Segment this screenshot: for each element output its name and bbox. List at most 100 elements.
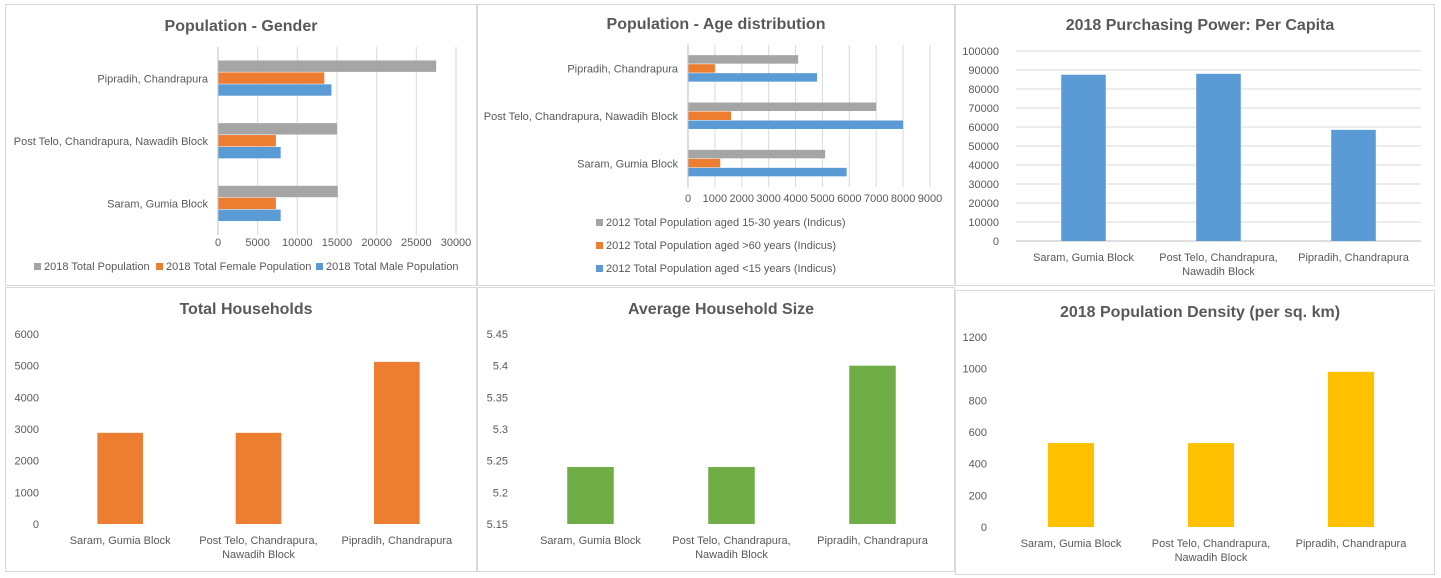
- x-category-label: Nawadih Block: [695, 549, 768, 561]
- chart-panel-age: Population - Age distribution 0 1000 2000 30…: [477, 4, 955, 286]
- bar-gender: [218, 185, 338, 198]
- bar-age: [688, 73, 818, 82]
- chart-panel-purchasing: 2018 Purchasing Power: Per Capita 0 10000 2…: [955, 4, 1435, 286]
- y-tick-label: 5.15: [487, 519, 508, 531]
- y-tick-label: 5.3: [493, 424, 508, 436]
- chart-title: Population - Gender: [165, 18, 318, 35]
- x-category-label: Post Telo, Chandrapura,: [672, 535, 790, 547]
- x-category-label: Post Telo, Chandrapura,: [199, 535, 317, 547]
- x-tick-label: 10000: [282, 237, 313, 249]
- bar-gender: [218, 146, 281, 159]
- y-tick-label: 90000: [968, 65, 999, 77]
- x-tick-label: 5000: [810, 193, 834, 205]
- legend-label: 2018 Total Population: [44, 261, 150, 273]
- bar-age: [688, 120, 904, 129]
- bar-density: [1047, 443, 1095, 527]
- legend-swatch: [156, 263, 163, 270]
- y-tick-label: 50000: [968, 141, 999, 153]
- bar-hhsize: [567, 467, 614, 524]
- bar-gender: [218, 123, 337, 135]
- legend-label: 2018 Total Male Population: [326, 261, 459, 273]
- y-tick-label: 5000: [15, 361, 39, 373]
- x-tick-label: 4000: [783, 193, 807, 205]
- bar-age: [688, 111, 732, 120]
- y-tick-label: 10000: [968, 217, 999, 229]
- chart-hhsize: Average Household Size 5.15 5.2 5.25 5.3 5.35…: [487, 301, 929, 561]
- x-category-label: Post Telo, Chandrapura,: [1152, 538, 1270, 550]
- bar-hhsize: [708, 467, 755, 524]
- x-tick-label: 3000: [756, 193, 780, 205]
- y-tick-label: 100000: [962, 46, 999, 58]
- bar-purchasing: [1196, 73, 1241, 241]
- legend-label: 2012 Total Population aged <15 years (In…: [606, 263, 836, 275]
- x-tick-label: 8000: [891, 193, 915, 205]
- bar-gender: [218, 135, 276, 147]
- y-tick-label: 0: [981, 522, 987, 534]
- chart-title: Total Households: [179, 301, 312, 318]
- bar-households: [235, 432, 282, 524]
- x-tick-label: 6000: [837, 193, 861, 205]
- y-category-label: Pipradih, Chandrapura: [567, 64, 679, 76]
- chart-title: 2018 Purchasing Power: Per Capita: [1066, 17, 1335, 34]
- x-category-label: Post Telo, Chandrapura,: [1159, 252, 1277, 264]
- bar-age: [688, 102, 877, 112]
- x-tick-label: 9000: [918, 193, 942, 205]
- y-tick-label: 20000: [968, 198, 999, 210]
- chart-density: 2018 Population Density (per sq. km) 0 200…: [963, 304, 1408, 564]
- bar-density: [1327, 371, 1375, 527]
- y-tick-label: 60000: [968, 122, 999, 134]
- bar-households: [374, 361, 420, 524]
- x-category-label: Saram, Gumia Block: [540, 535, 641, 547]
- x-tick-label: 2000: [730, 193, 754, 205]
- legend-swatch: [596, 242, 603, 249]
- y-category-label: Post Telo, Chandrapura, Nawadih Block: [14, 136, 209, 148]
- y-tick-label: 4000: [15, 392, 39, 404]
- x-tick-label: 0: [685, 193, 691, 205]
- x-tick-label: 0: [215, 237, 221, 249]
- chart-gender: Population - Gender 0 5000 10000 15000 20000 2…: [14, 18, 472, 273]
- y-tick-label: 70000: [968, 103, 999, 115]
- y-tick-label: 3000: [15, 424, 39, 436]
- x-category-label: Pipradih, Chandrapura: [817, 535, 929, 547]
- y-tick-label: 1000: [15, 487, 39, 499]
- y-tick-label: 6000: [15, 329, 39, 341]
- x-category-label: Saram, Gumia Block: [70, 535, 171, 547]
- y-tick-label: 800: [969, 395, 987, 407]
- bar-purchasing: [1061, 74, 1106, 241]
- y-tick-label: 40000: [968, 160, 999, 172]
- bar-gender: [218, 72, 325, 84]
- bar-density: [1187, 443, 1235, 527]
- x-category-label: Pipradih, Chandrapura: [1296, 538, 1408, 550]
- chart-purchasing: 2018 Purchasing Power: Per Capita 0 10000 2…: [962, 17, 1421, 278]
- x-category-label: Nawadih Block: [1175, 552, 1248, 564]
- y-tick-label: 5.4: [493, 361, 508, 373]
- x-tick-label: 30000: [441, 237, 472, 249]
- x-category-label: Nawadih Block: [1182, 266, 1255, 278]
- y-tick-label: 1000: [963, 364, 987, 376]
- y-tick-label: 400: [969, 459, 987, 471]
- x-category-label: Nawadih Block: [222, 549, 295, 561]
- y-category-label: Saram, Gumia Block: [577, 158, 678, 170]
- bar-hhsize: [849, 365, 896, 524]
- chart-panel-density: 2018 Population Density (per sq. km) 0 200…: [955, 290, 1435, 575]
- y-category-label: Post Telo, Chandrapura, Nawadih Block: [484, 111, 679, 123]
- y-tick-label: 1200: [963, 332, 987, 344]
- bar-age: [688, 158, 721, 168]
- y-tick-label: 5.45: [487, 329, 508, 341]
- x-category-label: Saram, Gumia Block: [1033, 252, 1134, 264]
- x-category-label: Pipradih, Chandrapura: [341, 535, 453, 547]
- chart-panel-gender: Population - Gender 0 5000 10000 15000 20000 2…: [5, 4, 477, 286]
- legend-label: 2012 Total Population aged 15-30 years (…: [606, 217, 846, 229]
- x-tick-label: 7000: [864, 193, 888, 205]
- bar-age: [688, 149, 826, 159]
- y-category-label: Pipradih, Chandrapura: [97, 73, 209, 85]
- bar-purchasing: [1331, 129, 1376, 241]
- chart-title: Population - Age distribution: [607, 16, 826, 33]
- x-tick-label: 15000: [322, 237, 353, 249]
- y-tick-label: 5.35: [487, 392, 508, 404]
- legend-swatch: [596, 265, 603, 272]
- chart-panel-hhsize: Average Household Size 5.15 5.2 5.25 5.3 5.35…: [477, 287, 955, 572]
- y-tick-label: 80000: [968, 84, 999, 96]
- y-tick-label: 5.25: [487, 456, 508, 468]
- legend-swatch: [316, 263, 323, 270]
